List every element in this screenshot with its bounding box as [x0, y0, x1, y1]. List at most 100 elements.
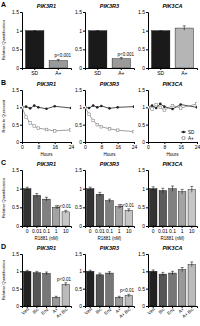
error-bar: [26, 270, 29, 272]
tick-label: 1.5: [75, 167, 82, 173]
subplot-title: PIK3CA: [162, 161, 182, 167]
marker: [88, 113, 91, 116]
marker: [171, 104, 174, 107]
error-cap: [26, 187, 29, 188]
marker: [88, 107, 91, 110]
figure: 00.511.5SDA+p<0.001PIK3R1Relative Quanti…: [0, 0, 200, 326]
marks: [26, 31, 68, 68]
bar: [178, 270, 186, 306]
y-tick: 1: [142, 28, 148, 34]
tick-label: Enz: [166, 306, 176, 315]
tick-label: 10: [189, 228, 195, 234]
error-line: [56, 296, 57, 298]
bar: [86, 271, 94, 306]
line: [148, 104, 197, 110]
error-cap: [190, 186, 193, 187]
x-tick: 16: [115, 142, 121, 150]
y-tick: 0.5: [75, 46, 85, 52]
tick-label: 0: [89, 228, 92, 234]
marker: [159, 106, 162, 109]
tick-mark: [146, 12, 148, 13]
marker: [133, 105, 134, 108]
error-line: [36, 271, 37, 274]
legend-label: A+: [188, 136, 194, 141]
marker: [148, 106, 149, 109]
marker: [108, 128, 111, 131]
x-axis: 081624: [147, 142, 200, 150]
tick-mark: [20, 289, 22, 290]
tick-mark: [83, 271, 85, 272]
y-tick: 1.5: [75, 87, 85, 93]
error-cap: [64, 282, 67, 283]
axis-line: [149, 143, 198, 145]
tick-label: 0: [79, 139, 82, 145]
legend-swatch: [181, 132, 186, 133]
tick-label: 0: [16, 139, 19, 145]
error-line: [128, 209, 129, 212]
axis-line: [83, 255, 86, 307]
y-axis-title: Relative Quantification: [1, 178, 6, 218]
x-tick: Veh: [84, 306, 94, 316]
y-axis: 00.511.5: [75, 251, 85, 309]
tick-label: Enz: [40, 306, 50, 315]
tick-mark: [83, 90, 85, 91]
marker: [100, 105, 103, 108]
error-cap: [64, 210, 67, 211]
bar: [178, 192, 186, 226]
tick-label: 1.5: [75, 9, 82, 15]
bar: [43, 199, 51, 226]
x-axis: VehBicEnzA+A+ Bic: [84, 306, 135, 319]
tick-mark: [83, 31, 85, 32]
bar: [62, 212, 70, 226]
error-cap: [98, 273, 101, 274]
x-tick: 10: [126, 226, 132, 234]
tick-label: 1.5: [12, 9, 19, 15]
tick-label: 1: [79, 104, 82, 110]
x-axis: 00.010.1110: [149, 226, 198, 234]
y-axis: 00.511.5: [75, 167, 85, 229]
tick-label: 0.5: [75, 46, 82, 52]
x-tick: A+ Bic: [181, 306, 195, 319]
tick-label: 0: [142, 65, 145, 71]
error-line: [182, 189, 183, 193]
error-line: [46, 272, 47, 275]
axis-line: [23, 143, 72, 145]
tick-label: A+: [118, 70, 124, 76]
bar: [23, 189, 31, 226]
bar: [115, 297, 123, 306]
x-tick: 16: [178, 142, 184, 150]
tick-mark: [20, 125, 22, 126]
tick-label: 1.5: [12, 251, 19, 257]
x-tick: 24: [195, 142, 200, 150]
subplot-title: PIK3R3: [100, 161, 119, 167]
y-tick: 0: [79, 65, 85, 71]
error-cap: [98, 192, 101, 193]
error-bar: [171, 186, 174, 191]
y-tick: 1: [142, 186, 148, 192]
x-tick: Bic: [32, 306, 41, 315]
marker: [53, 105, 56, 108]
error-cap: [183, 25, 186, 26]
legend-marker: [182, 137, 185, 140]
error-cap: [171, 271, 174, 272]
marker: [92, 119, 95, 122]
tick-mark: [146, 31, 148, 32]
tick-label: Enz: [103, 306, 113, 315]
tick-mark: [146, 207, 148, 208]
tick-label: 0: [142, 223, 145, 229]
error-bar: [64, 210, 67, 213]
marker: [196, 106, 197, 109]
bar: [106, 201, 114, 226]
bar: [52, 207, 60, 226]
y-axis-title: Ratio to Quiescent: [1, 99, 6, 133]
annotation: p<0.01: [120, 203, 134, 208]
marks: [89, 31, 131, 68]
bar: [86, 189, 94, 226]
error-cap: [45, 197, 48, 198]
marker: [179, 103, 182, 106]
y-tick: 0.5: [12, 286, 22, 292]
tick-label: 1: [16, 186, 19, 192]
tick-label: Bic: [95, 306, 104, 314]
y-tick: 0: [142, 303, 148, 309]
bar: [26, 31, 44, 68]
